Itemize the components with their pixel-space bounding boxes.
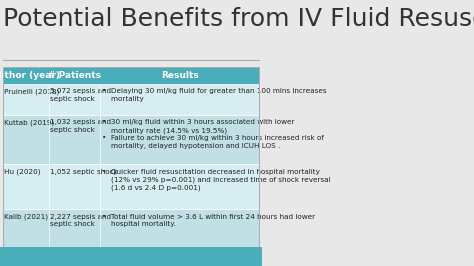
Text: # Patients: # Patients [48,71,101,80]
Text: •  30 ml/kg fluid within 3 hours associated with lower
    mortality rate (14.5%: • 30 ml/kg fluid within 3 hours associat… [101,119,324,149]
Text: Results: Results [161,71,199,80]
FancyBboxPatch shape [0,247,262,266]
Text: Author (year): Author (year) [0,71,60,80]
FancyBboxPatch shape [3,84,259,115]
Text: •  Delaying 30 ml/kg fluid for greater than 100 mins increases
    mortality: • Delaying 30 ml/kg fluid for greater th… [101,88,326,102]
FancyBboxPatch shape [3,209,259,247]
Text: •  Quicker fluid resuscitation decreased in hospital mortality
    (12% vs 29% p: • Quicker fluid resuscitation decreased … [101,169,330,191]
Text: •  Total fluid volume > 3.6 L within first 24 hours had lower
    hospital morta: • Total fluid volume > 3.6 L within firs… [101,214,315,227]
FancyBboxPatch shape [3,164,259,209]
Text: Pruinelli (2018): Pruinelli (2018) [4,88,59,95]
Text: 1,052 septic shock: 1,052 septic shock [50,169,118,175]
Text: Hu (2020): Hu (2020) [4,169,41,175]
Text: Kalib (2021): Kalib (2021) [4,214,48,220]
FancyBboxPatch shape [3,115,259,164]
Text: Potential Benefits from IV Fluid Resuscitation?: Potential Benefits from IV Fluid Resusci… [3,7,474,31]
Text: Kuttab (2019): Kuttab (2019) [4,119,55,126]
Text: 5,072 sepsis and
septic shock: 5,072 sepsis and septic shock [50,88,111,102]
Text: 1,032 sepsis and
septic shock: 1,032 sepsis and septic shock [50,119,111,133]
FancyBboxPatch shape [3,67,259,84]
Text: 2,227 sepsis and
septic shock: 2,227 sepsis and septic shock [50,214,111,227]
